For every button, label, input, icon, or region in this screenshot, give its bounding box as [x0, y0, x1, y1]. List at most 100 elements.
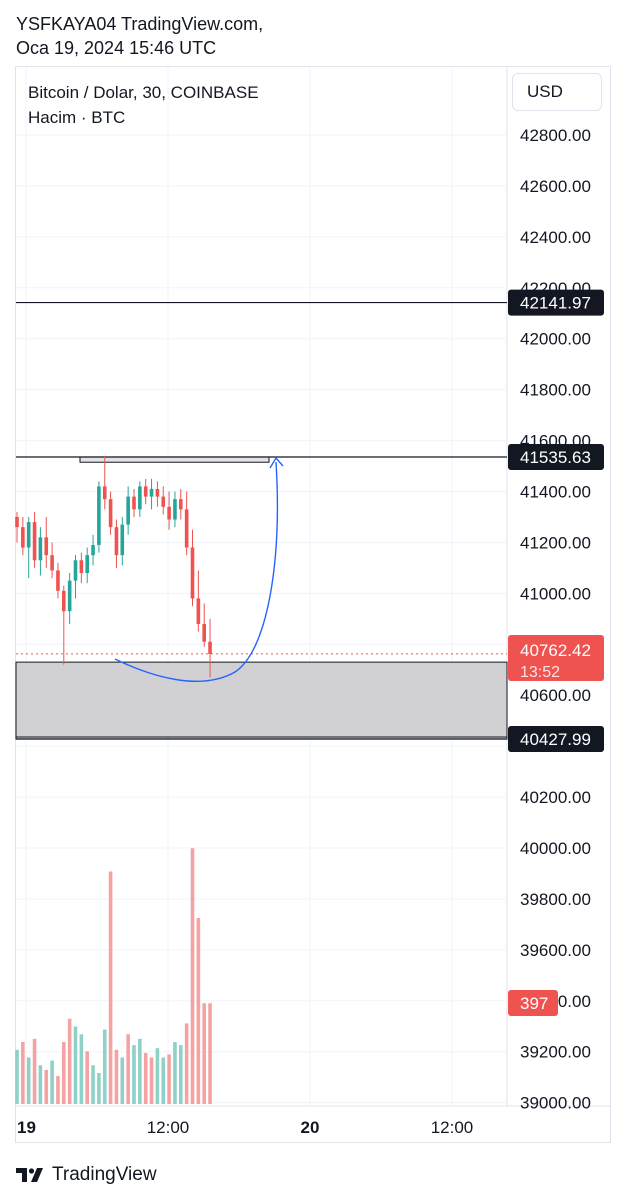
candle-body	[161, 496, 166, 507]
y-tick-label: 40000.00	[520, 839, 591, 858]
volume-bar	[85, 1051, 89, 1104]
candle-body	[38, 537, 43, 561]
candle-body	[202, 623, 206, 642]
candle-body	[143, 486, 148, 497]
y-tick-label: 39800.00	[520, 890, 591, 909]
y-tick-label: 42000.00	[520, 330, 591, 349]
author-line: YSFKAYA04 TradingView.com,	[16, 14, 264, 34]
y-tick-label: 40600.00	[520, 686, 591, 705]
x-tick-label: 20	[301, 1118, 320, 1137]
y-tick-label: 39200.00	[520, 1043, 591, 1062]
price-level-badge-bg	[508, 726, 604, 753]
annotation-curve	[114, 461, 279, 682]
candle-body	[126, 496, 130, 525]
chart-legend: Bitcoin / Dolar, 30, COINBASE Hacim · BT…	[28, 80, 259, 130]
currency-button[interactable]: USD	[512, 73, 602, 111]
tradingview-brand: TradingView	[52, 1164, 157, 1185]
candle-body	[50, 555, 54, 571]
x-tick-label: 12:00	[147, 1118, 190, 1137]
volume-bar	[173, 1042, 177, 1104]
volume-legend[interactable]: Hacim · BTC	[28, 108, 126, 127]
candle-body	[62, 590, 66, 612]
y-tick-label: 41000.00	[520, 584, 591, 603]
candle-body	[91, 544, 95, 556]
volume-bar	[91, 1065, 95, 1104]
candle-body	[44, 537, 49, 556]
candle-body	[79, 560, 84, 573]
y-tick-label: 39600.00	[520, 941, 591, 960]
volume-bar	[190, 848, 195, 1104]
volume-bar	[126, 1034, 130, 1104]
volume-bar	[184, 1023, 189, 1104]
chart-frame	[15, 66, 611, 1143]
candle-body	[120, 524, 125, 556]
volume-bar	[26, 1057, 31, 1104]
candle-body	[32, 522, 37, 561]
candle-body	[208, 641, 212, 654]
candle-body	[108, 499, 113, 528]
candle-body	[196, 598, 201, 624]
candle-body	[85, 555, 89, 573]
candle-body	[138, 486, 142, 510]
candle-body	[97, 486, 101, 545]
volume-bar	[79, 1034, 84, 1104]
candle-body	[67, 580, 72, 612]
y-tick-label: 40200.00	[520, 788, 591, 807]
symbol-title[interactable]: Bitcoin / Dolar, 30, COINBASE	[28, 83, 259, 102]
y-tick-label: 42600.00	[520, 177, 591, 196]
y-tick-label: 41800.00	[520, 381, 591, 400]
y-tick-label: 41200.00	[520, 533, 591, 552]
y-tick-label: 42400.00	[520, 228, 591, 247]
candle-body	[21, 527, 25, 548]
volume-bar	[44, 1069, 49, 1104]
volume-bar	[143, 1052, 148, 1104]
candle-body	[149, 488, 154, 497]
current-price-badge-bg	[508, 635, 604, 681]
candle-body	[155, 488, 160, 497]
footer: TradingView	[16, 1160, 157, 1190]
supply-zone	[79, 456, 270, 463]
volume-bar	[50, 1060, 54, 1104]
volume-bar	[97, 1073, 101, 1104]
candle-body	[173, 499, 177, 520]
y-tick-label: 41400.00	[520, 483, 591, 502]
volume-bar	[149, 1057, 154, 1104]
volume-bar	[102, 1029, 107, 1104]
candle-body	[56, 570, 60, 591]
x-tick-label: 12:00	[431, 1118, 474, 1137]
y-tick-label: 42800.00	[520, 126, 591, 145]
tradingview-logo-icon	[16, 1166, 46, 1184]
candle-body	[190, 547, 195, 599]
candle-body	[179, 499, 183, 510]
price-level-badge-bg	[508, 443, 604, 470]
volume-badge-bg	[508, 990, 558, 1016]
bar-countdown: 13:52	[520, 664, 560, 681]
volume-bar	[15, 1049, 19, 1104]
price-level-badge: 41535.63	[520, 448, 591, 467]
candle-body	[15, 516, 19, 528]
volume-badge: 397	[520, 994, 548, 1013]
price-level-badge: 42141.97	[520, 294, 591, 313]
volume-bar	[179, 1045, 183, 1104]
candle-body	[167, 506, 171, 520]
volume-bar	[38, 1065, 43, 1104]
timestamp-line: Oca 19, 2024 15:46 UTC	[16, 38, 217, 58]
volume-bar	[138, 1038, 142, 1104]
candle-body	[102, 486, 107, 500]
volume-bar	[62, 1042, 66, 1104]
x-tick-label: 19	[17, 1118, 36, 1137]
volume-bar	[155, 1048, 160, 1104]
volume-bar	[132, 1045, 136, 1104]
candle-body	[114, 527, 119, 556]
volume-bar	[161, 1057, 166, 1104]
annotation-arrowhead	[269, 456, 284, 469]
candle-body	[26, 522, 31, 548]
volume-bar	[114, 1049, 119, 1104]
y-tick-label: 39000.00	[520, 1094, 591, 1113]
demand-zone	[15, 661, 508, 740]
volume-bar	[108, 871, 113, 1104]
candle-body	[184, 509, 189, 548]
current-price-badge: 40762.42	[520, 641, 591, 660]
volume-bar	[56, 1076, 60, 1104]
